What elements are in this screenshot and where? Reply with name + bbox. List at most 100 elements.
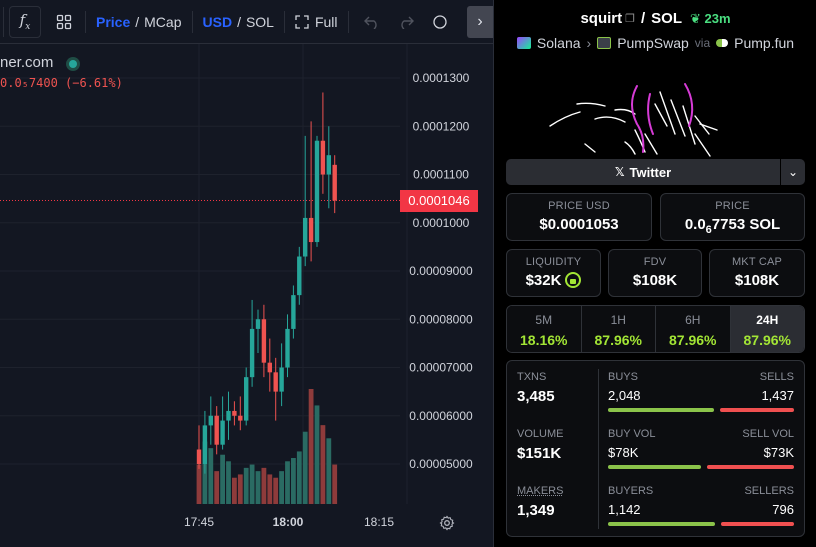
candle-body <box>321 141 325 175</box>
tab-24h-label: 24H <box>731 313 805 327</box>
candle-body <box>244 377 248 420</box>
candle-body <box>220 421 224 445</box>
fullscreen-button[interactable]: Full <box>291 6 342 38</box>
market-status-dot <box>66 57 80 71</box>
buys-value: 2,048 <box>608 388 641 403</box>
makers-row: MAKERS 1,349 BUYERS SELLERS 1,142 796 <box>507 475 806 532</box>
usd-sol-toggle[interactable]: USD / SOL <box>199 6 278 38</box>
buy-vol-label: BUY VOL <box>608 428 656 440</box>
socials-dropdown-button[interactable]: ⌄ <box>781 159 805 185</box>
candle-body <box>268 363 272 373</box>
tab-5m[interactable]: 5M 18.16% <box>507 306 582 352</box>
lock-icon[interactable] <box>565 272 581 288</box>
mcap-option[interactable]: MCap <box>144 14 181 30</box>
chevron-right-icon: › <box>477 13 482 31</box>
candle-body <box>285 329 289 368</box>
chart-settings-button[interactable] <box>436 512 458 534</box>
pair-header: squirt ❐ / SOL ❦ 23m <box>494 10 816 27</box>
buy-sell-vol-bar <box>608 465 794 469</box>
price-mcap-toggle[interactable]: Price / MCap <box>92 6 186 38</box>
volume-bar <box>291 458 296 504</box>
pair-info-panel: squirt ❐ / SOL ❦ 23m Solana › PumpSwap v… <box>493 0 816 547</box>
sell-vol-bar <box>707 465 794 469</box>
y-tick-label: 0.00006000 <box>409 409 473 423</box>
indicators-fx-button[interactable]: fx <box>9 6 41 38</box>
sells-bar <box>720 408 794 412</box>
partial-toolbar-button[interactable] <box>0 7 4 37</box>
volume-bar <box>226 461 231 504</box>
volume-bar <box>273 478 278 504</box>
candle-body <box>226 411 230 421</box>
dex-link[interactable]: PumpSwap <box>617 35 689 51</box>
tab-5m-label: 5M <box>507 313 581 327</box>
candle-body <box>215 416 219 445</box>
layout-grid-button[interactable] <box>49 6 79 38</box>
candlestick-chart[interactable]: 0.0001300 0.0001200 0.0001100 0.0001000 0.00… <box>0 44 493 547</box>
pair-age-text: 23m <box>705 11 731 26</box>
toolbar-divider <box>284 11 285 33</box>
y-tick-label: 0.00007000 <box>409 361 473 375</box>
txns-value: 3,485 <box>517 388 597 405</box>
chain-link[interactable]: Solana <box>537 35 581 51</box>
usd-sol-slash: / <box>237 14 241 30</box>
candle-body <box>256 319 260 329</box>
price-option[interactable]: Price <box>96 14 130 30</box>
price-sol-card: PRICE 0.067753 SOL <box>660 193 805 241</box>
liquidity-label: LIQUIDITY <box>507 256 600 268</box>
buyers-sellers-bar <box>608 522 794 526</box>
mkt-cap-card: MKT CAP $108K <box>709 249 805 297</box>
candle-body <box>315 141 319 242</box>
buyers-label: BUYERS <box>608 485 653 497</box>
sellers-bar <box>721 522 794 526</box>
volume-bar <box>309 389 314 504</box>
toolbar-divider <box>192 11 193 33</box>
tab-24h[interactable]: 24H 87.96% <box>731 306 805 352</box>
usd-option[interactable]: USD <box>203 14 233 30</box>
volume-bar <box>285 461 290 504</box>
via-label: via <box>695 36 710 50</box>
twitter-link-button[interactable]: 𝕏 Twitter <box>506 159 780 185</box>
volume-bar <box>267 474 272 504</box>
y-tick-label: 0.00005000 <box>409 457 473 471</box>
tab-6h[interactable]: 6H 87.96% <box>656 306 731 352</box>
volume-bar <box>279 471 284 504</box>
fdv-value: $108K <box>609 272 701 289</box>
candle-body <box>309 218 313 242</box>
pair-slash: / <box>641 10 645 27</box>
quote-symbol: SOL <box>651 10 682 27</box>
makers-label[interactable]: MAKERS <box>517 485 597 497</box>
token-banner-image <box>495 64 816 158</box>
tab-1h[interactable]: 1H 87.96% <box>582 306 657 352</box>
y-tick-label: 0.0001300 <box>413 71 470 85</box>
toggle-panel-button[interactable]: › <box>467 6 493 38</box>
txns-label: TXNS <box>517 371 597 383</box>
copy-icon[interactable]: ❐ <box>625 12 635 25</box>
price-sol-label: PRICE <box>661 200 804 212</box>
volume-bar <box>250 465 255 504</box>
snapshot-button[interactable] <box>425 6 455 38</box>
y-tick-label: 0.0001200 <box>413 119 470 133</box>
undo-button[interactable] <box>355 6 389 38</box>
price-mcap-slash: / <box>135 14 139 30</box>
buy-vol-bar <box>608 465 701 469</box>
volume-bar <box>297 451 302 504</box>
chart-area[interactable]: fx Price / MCap USD / SOL Full <box>0 0 493 547</box>
price-usd-value: $0.0001053 <box>507 216 651 233</box>
volume-label: VOLUME <box>517 428 597 440</box>
volume-bar <box>332 465 337 504</box>
liquidity-value-row: $32K <box>507 272 600 289</box>
redo-button[interactable] <box>389 6 423 38</box>
tab-1h-change: 87.96% <box>582 332 656 348</box>
trade-stats-box: TXNS 3,485 BUYS SELLS 2,048 1,437 VOLUME $… <box>506 360 805 537</box>
seedling-icon: ❦ <box>690 11 705 26</box>
token-symbol: squirt <box>580 10 622 27</box>
pair-age: ❦ 23m <box>690 11 731 27</box>
candle-body <box>291 295 295 329</box>
solana-icon <box>517 37 531 49</box>
fdv-label: FDV <box>609 256 701 268</box>
volume-bar <box>232 478 237 504</box>
volume-bar <box>244 468 249 504</box>
launchpad-link[interactable]: Pump.fun <box>734 35 794 51</box>
sol-option[interactable]: SOL <box>246 14 274 30</box>
sellers-value: 796 <box>772 502 794 517</box>
